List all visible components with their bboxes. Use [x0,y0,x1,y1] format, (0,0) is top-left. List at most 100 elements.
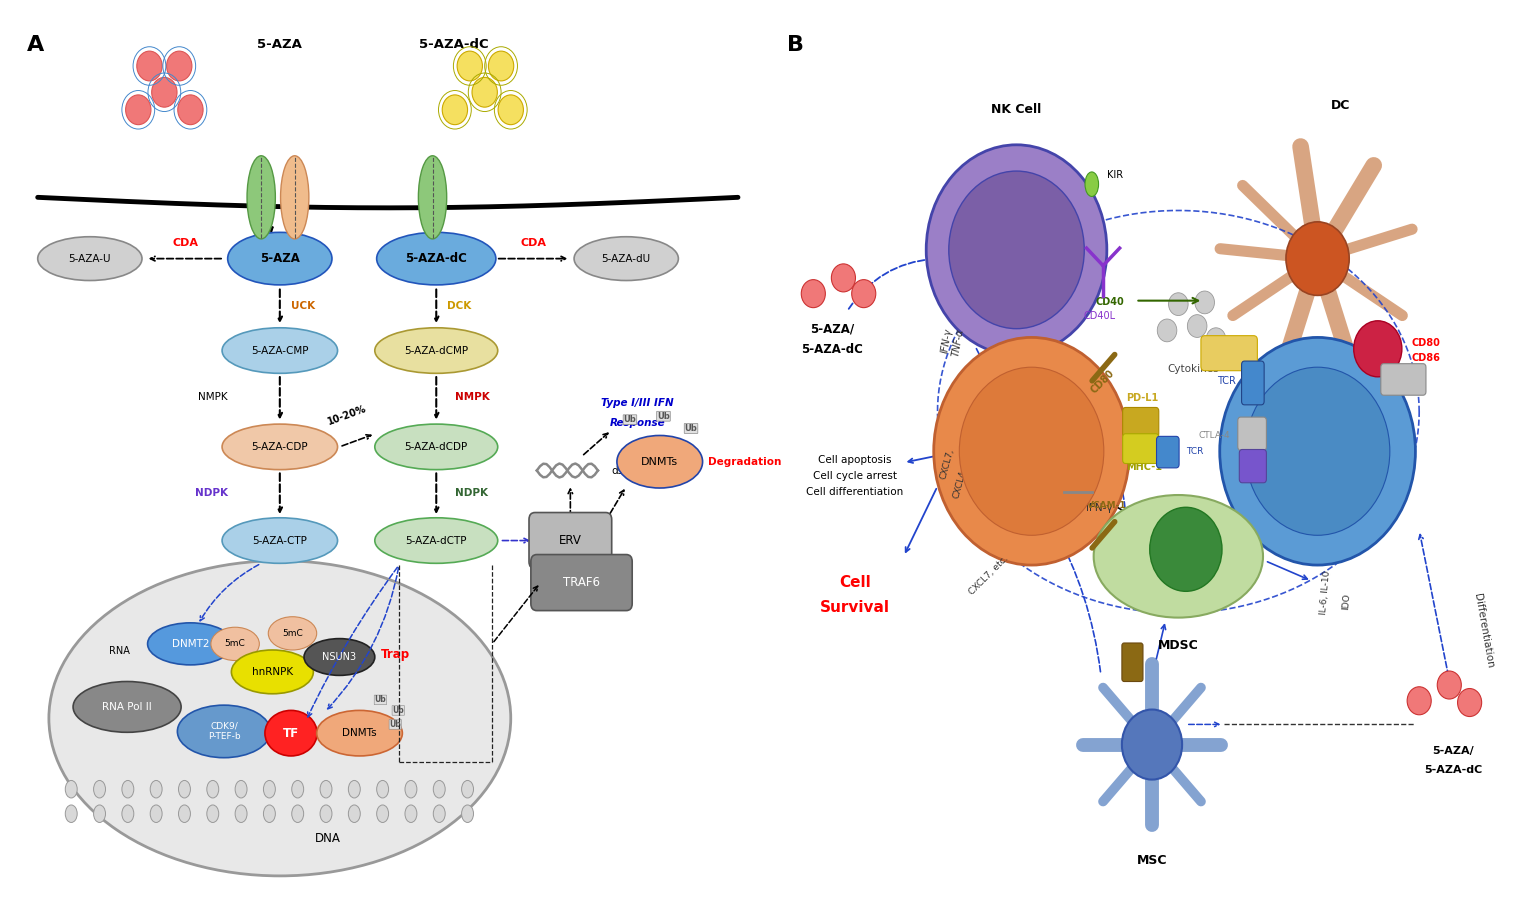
Text: Cell cycle arrest: Cell cycle arrest [813,471,897,480]
Circle shape [1353,321,1402,377]
Ellipse shape [94,780,106,798]
Text: Ub: Ub [375,695,386,704]
Text: 5mC: 5mC [224,639,246,648]
Circle shape [802,279,825,308]
Ellipse shape [319,780,332,798]
Text: PD-L1: PD-L1 [1126,393,1158,403]
Circle shape [1438,671,1461,699]
Text: Ub: Ub [392,706,404,715]
Text: PD-1: PD-1 [1276,461,1303,471]
Ellipse shape [292,780,304,798]
Circle shape [1246,367,1390,535]
Ellipse shape [1084,172,1098,197]
Ellipse shape [349,780,361,798]
Text: 5-AZA-dU: 5-AZA-dU [602,253,651,264]
Circle shape [831,264,856,292]
Text: CXCL7, etc.: CXCL7, etc. [968,554,1011,597]
FancyBboxPatch shape [1241,361,1264,405]
Ellipse shape [281,155,309,239]
Text: 5-AZA/: 5-AZA/ [1432,745,1475,756]
Ellipse shape [319,805,332,823]
Circle shape [934,338,1129,565]
Ellipse shape [376,780,389,798]
Text: MSC: MSC [1137,854,1167,867]
Circle shape [851,279,876,308]
Circle shape [472,77,498,107]
Text: IFN-γ
TNF-α: IFN-γ TNF-α [940,326,966,357]
Ellipse shape [247,155,275,239]
FancyBboxPatch shape [1238,417,1266,451]
Text: Cell apoptosis: Cell apoptosis [819,455,891,465]
Text: 5-AZA-dC: 5-AZA-dC [406,252,467,265]
Text: DC: DC [1330,99,1350,112]
FancyBboxPatch shape [1157,436,1180,468]
Text: Survival: Survival [820,600,889,614]
Ellipse shape [574,237,679,280]
FancyBboxPatch shape [1121,643,1143,682]
Text: CD28: CD28 [1392,375,1416,384]
Ellipse shape [304,638,375,675]
Text: A: A [26,35,45,56]
Circle shape [1157,319,1177,342]
Text: TCR: TCR [1186,446,1203,456]
Text: Response: Response [610,418,665,428]
Circle shape [1187,314,1207,338]
Ellipse shape [177,705,270,758]
Text: 5-AZA-dCDP: 5-AZA-dCDP [404,442,468,452]
Ellipse shape [418,155,447,239]
Circle shape [1169,293,1189,315]
Text: dsRNA: dsRNA [611,465,645,476]
Text: RNA Pol II: RNA Pol II [103,702,152,712]
Text: 5mC: 5mC [283,629,303,638]
Ellipse shape [223,328,338,374]
Ellipse shape [264,780,275,798]
Text: MHC: MHC [1217,347,1238,357]
Text: TF: TF [283,726,300,740]
Text: 5-AZA-CTP: 5-AZA-CTP [252,535,307,546]
Ellipse shape [462,780,473,798]
Circle shape [926,145,1107,355]
Text: IFN-γ: IFN-γ [1086,503,1112,513]
Circle shape [442,95,467,125]
Ellipse shape [462,805,473,823]
Ellipse shape [178,805,190,823]
Text: Cell: Cell [839,575,871,590]
Ellipse shape [316,710,402,756]
Ellipse shape [147,623,233,665]
Text: hnRNPK: hnRNPK [252,667,293,677]
Text: CDA: CDA [172,238,198,248]
Text: CTLA-4: CTLA-4 [1198,431,1230,440]
Text: Blast cell: Blast cell [1000,445,1063,458]
Circle shape [126,95,151,125]
Ellipse shape [207,780,218,798]
Text: CD40L: CD40L [1083,312,1115,321]
Text: NMPK: NMPK [198,392,227,402]
Ellipse shape [151,780,163,798]
Ellipse shape [178,780,190,798]
Text: MDSC: MDSC [1158,639,1198,653]
Text: IDO: IDO [1341,594,1352,611]
Text: Differentiation: Differentiation [1471,593,1495,669]
Ellipse shape [349,805,361,823]
Text: Degradation: Degradation [708,457,782,467]
Ellipse shape [94,805,106,823]
Text: DNMTs: DNMTs [641,457,679,467]
Ellipse shape [269,617,316,650]
Ellipse shape [151,805,163,823]
Ellipse shape [65,805,77,823]
Ellipse shape [223,518,338,563]
Text: CDA: CDA [521,238,547,248]
FancyBboxPatch shape [531,555,633,611]
Ellipse shape [406,780,416,798]
Ellipse shape [375,424,498,470]
Text: 5-AZA-CDP: 5-AZA-CDP [252,442,309,452]
Text: 5-AZA-CMP: 5-AZA-CMP [250,346,309,356]
Text: 5-AZA-dC: 5-AZA-dC [419,38,488,50]
Circle shape [1458,689,1482,717]
Ellipse shape [121,780,134,798]
Text: NDPK: NDPK [455,489,488,498]
FancyBboxPatch shape [1123,408,1158,437]
Text: ERV: ERV [559,534,582,547]
Ellipse shape [375,518,498,563]
Circle shape [178,95,203,125]
